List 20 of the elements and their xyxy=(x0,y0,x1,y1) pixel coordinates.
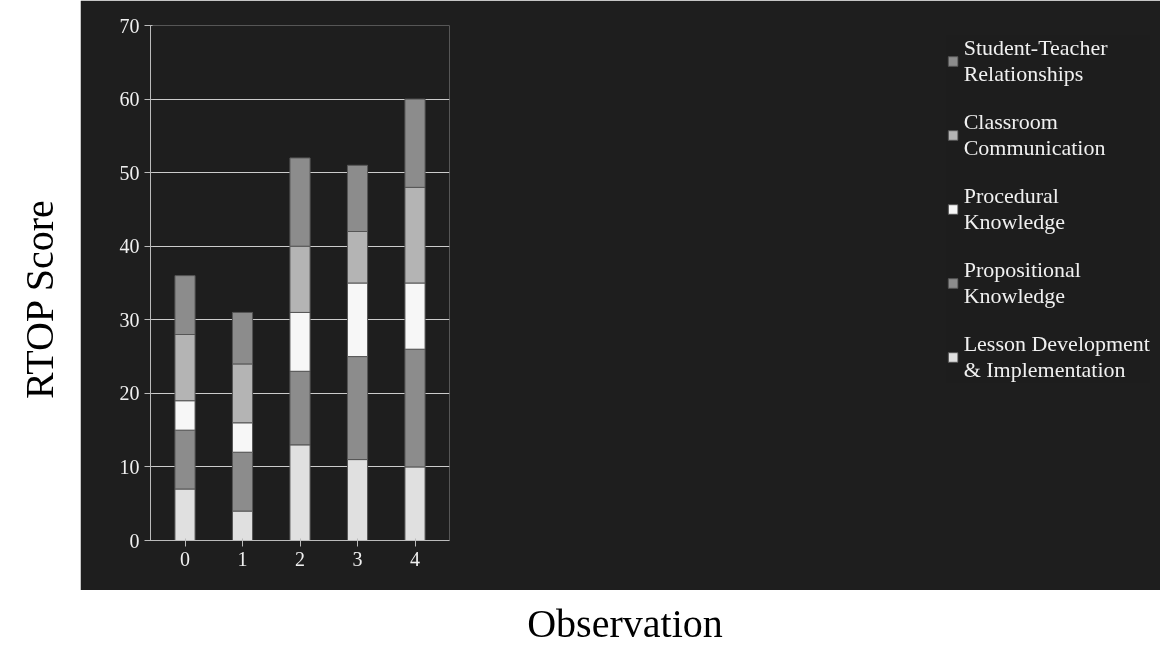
x-tick-label: 1 xyxy=(237,547,248,570)
y-tick-label: 20 xyxy=(119,382,140,405)
y-tick-label: 70 xyxy=(119,14,140,37)
y-axis-title: RTOP Score xyxy=(16,200,64,400)
x-tick-label: 3 xyxy=(352,547,363,570)
x-tick-label: 2 xyxy=(295,547,305,570)
y-tick-label: 60 xyxy=(119,88,140,111)
legend-label: Lesson Development & Implementation xyxy=(963,331,1150,383)
y-tick-label: 30 xyxy=(119,308,140,331)
legend-label: Classroom Communication xyxy=(963,109,1106,161)
x-axis-title: Observation xyxy=(527,600,723,648)
y-tick-label: 50 xyxy=(119,161,140,184)
legend-label: Propositional Knowledge xyxy=(963,257,1081,309)
y-tick-label: 40 xyxy=(119,235,140,258)
x-tick-label: 0 xyxy=(180,547,190,570)
y-tick-label: 0 xyxy=(129,529,140,552)
x-tick-label: 4 xyxy=(410,547,420,570)
legend-label: Student-Teacher Relationships xyxy=(963,35,1108,87)
y-tick-label: 10 xyxy=(119,455,140,478)
legend-label: Procedural Knowledge xyxy=(963,183,1066,235)
